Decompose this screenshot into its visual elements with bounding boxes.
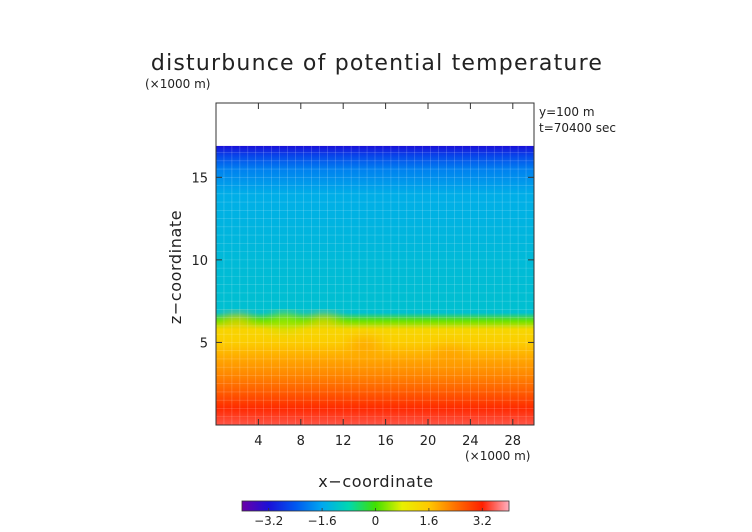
x-tick-label: 4	[254, 434, 262, 449]
field-blob	[268, 313, 301, 328]
colorbar: −3.2 −1.6 0 1.6 3.2	[241, 500, 510, 528]
colorbar-tick-label: 1.6	[419, 514, 438, 528]
y-tick-label: 15	[191, 171, 208, 186]
y-tick-label: 10	[191, 254, 208, 269]
field-blob	[348, 338, 381, 353]
y-axis: 5 10 15	[191, 171, 534, 351]
annotation-y: y=100 m	[539, 105, 595, 119]
annotation-t: t=70400 sec	[539, 121, 616, 135]
y-tick-label: 5	[200, 336, 208, 351]
colorbar-tick-label: −1.6	[308, 514, 337, 528]
x-axis-label: x−coordinate	[318, 472, 433, 491]
x-axis: 4 8 12 16 20 24 28	[254, 103, 521, 449]
z-unit-label: (×1000 m)	[145, 77, 210, 91]
field-blob	[221, 315, 254, 330]
colorbar-tick-label: 3.2	[473, 514, 492, 528]
colorbar-ticks: −3.2 −1.6 0 1.6 3.2	[254, 508, 492, 528]
field-blobs	[221, 313, 466, 363]
plot-frame	[215, 102, 535, 426]
field-blob	[433, 348, 466, 363]
x-tick-label: 12	[335, 434, 352, 449]
field-blob	[308, 315, 341, 330]
x-unit-label: (×1000 m)	[465, 449, 530, 463]
field-background	[216, 145, 534, 425]
field-grid	[216, 145, 534, 425]
x-tick-label: 16	[377, 434, 394, 449]
y-axis-label: z−coordinate	[166, 210, 185, 324]
x-tick-label: 20	[420, 434, 437, 449]
colorbar-tick-label: −3.2	[254, 514, 283, 528]
colorbar-tick-label: 0	[372, 514, 380, 528]
x-tick-label: 8	[297, 434, 305, 449]
x-tick-label: 24	[462, 434, 479, 449]
field-layer	[216, 145, 534, 425]
x-tick-label: 28	[505, 434, 522, 449]
chart-title: disturbunce of potential temperature	[151, 51, 603, 76]
